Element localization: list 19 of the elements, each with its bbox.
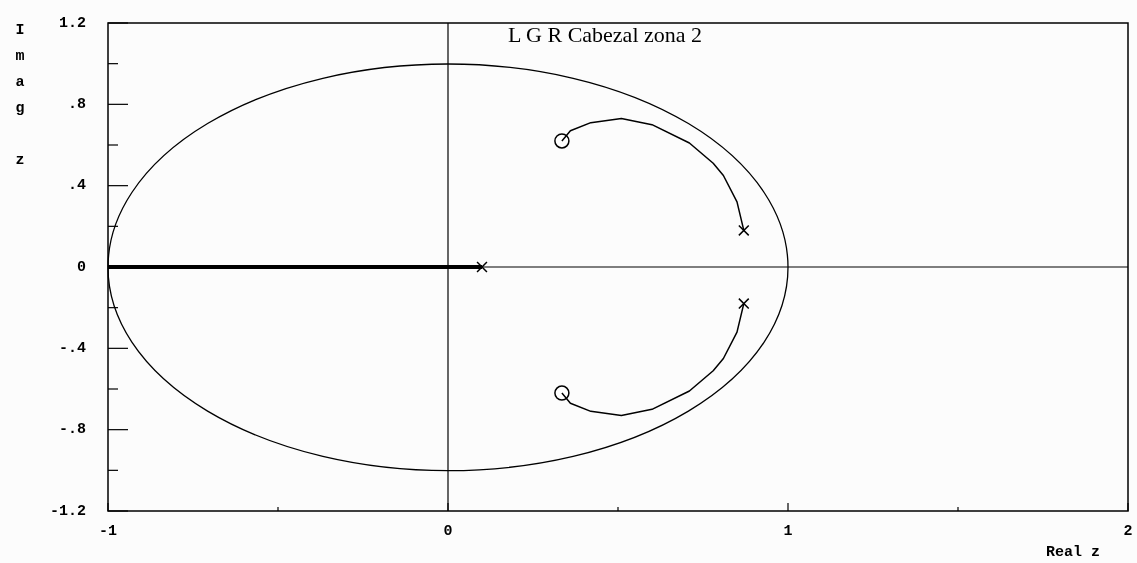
y-tick-label: -.4: [58, 340, 86, 358]
text: Imag z: [15, 21, 25, 169]
x-axis-title: Real z: [1045, 544, 1100, 562]
chart-title: L G R Cabezal zona 2: [507, 21, 703, 47]
x-tick-label: 1: [783, 522, 793, 540]
x-tick-label: 0: [443, 522, 453, 540]
y-tick-label: .8: [67, 96, 86, 114]
x-tick-label: 2: [1123, 522, 1133, 540]
point: [554, 133, 570, 149]
y-tick-label: -1.2: [49, 502, 86, 520]
y-tick-label: -.8: [58, 421, 86, 439]
y-tick-label: 1.2: [58, 14, 86, 32]
y-tick-label: 0: [76, 258, 86, 276]
point: [738, 224, 750, 237]
x-tick-label: -1: [98, 522, 118, 540]
point: [738, 297, 750, 310]
y-tick-label: .4: [67, 177, 86, 195]
point: [554, 385, 570, 401]
point: [476, 261, 488, 273]
